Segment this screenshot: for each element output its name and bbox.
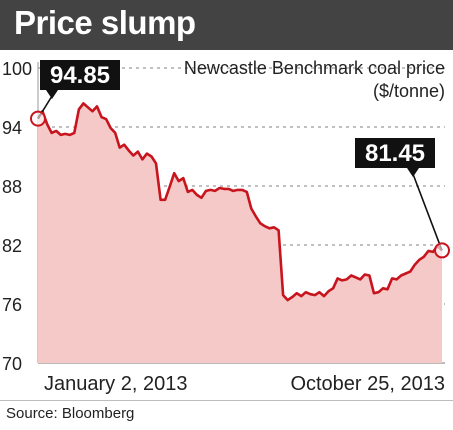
y-tick-label: 76 <box>2 295 22 315</box>
y-tick-label: 88 <box>2 177 22 197</box>
title-bar-background <box>0 0 453 50</box>
callout-leader <box>412 173 443 251</box>
title-bar: Price slump <box>0 0 453 50</box>
tick-layer: 100 94 88 82 76 70 January 2, 2013 October 25, … <box>2 59 445 395</box>
callout-pointer <box>407 168 419 177</box>
area-fill <box>38 103 442 364</box>
callout-box <box>355 138 435 168</box>
chart-unit-label: ($/tonne) <box>373 81 445 101</box>
chart-panel: 100 94 88 82 76 70 January 2, 2013 October 25, … <box>0 50 453 398</box>
callout-pointer <box>46 90 58 99</box>
x-tick-label: January 2, 2013 <box>44 373 187 395</box>
y-tick-label: 70 <box>2 354 22 374</box>
y-tick-label: 94 <box>2 118 22 138</box>
x-tick-label: October 25, 2013 <box>290 373 445 395</box>
line-layer <box>36 102 443 302</box>
y-tick-label: 82 <box>2 236 22 256</box>
source-note: Source: Bloomberg <box>6 405 135 422</box>
data-point-marker <box>30 110 46 127</box>
callout-value: 94.85 <box>50 62 110 89</box>
page-title: Price slump <box>14 4 196 41</box>
source-divider <box>0 400 453 401</box>
annotation-layer: 94.85 81.45 <box>30 60 450 259</box>
line-chart: 100 94 88 82 76 70 January 2, 2013 October 25, … <box>2 58 450 395</box>
data-point-marker <box>434 242 450 259</box>
price-line <box>36 102 443 302</box>
callout-value: 81.45 <box>365 140 425 167</box>
y-tick-label: 100 <box>2 59 32 79</box>
callout-box <box>40 60 120 90</box>
chart-title: Newcastle Benchmark coal price <box>184 58 445 78</box>
title-bar-shape <box>0 0 453 50</box>
area-layer <box>38 103 442 364</box>
